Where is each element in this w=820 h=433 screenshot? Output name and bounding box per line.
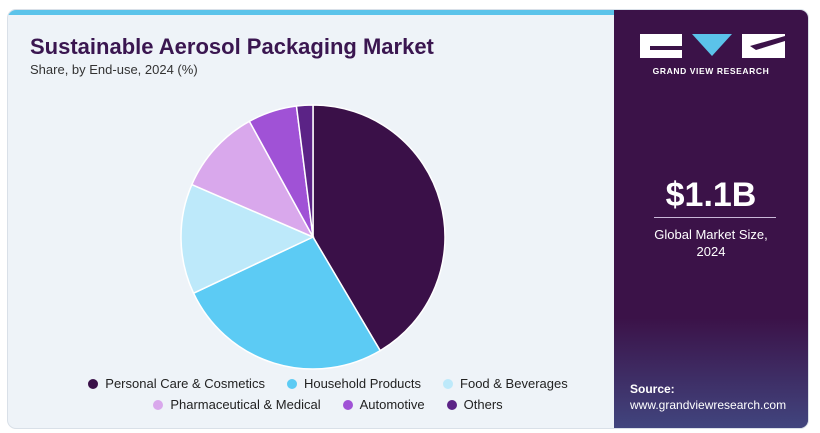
accent-bar: [8, 10, 614, 15]
pie-slice-personal-care-cosmetics: [312, 104, 446, 352]
sidebar-panel: GRAND VIEW RESEARCH $1.1B Global Market …: [614, 10, 808, 428]
legend-label: Automotive: [359, 397, 425, 412]
legend-label: Household Products: [303, 376, 422, 391]
source-label: Source:: [630, 382, 675, 396]
pie-slice-others: [295, 104, 314, 238]
legend-row-2: Pharmaceutical & Medical Automotive Othe…: [48, 397, 608, 412]
legend-label: Pharmaceutical & Medical: [170, 397, 321, 412]
legend-item-personal-care: Personal Care & Cosmetics: [88, 376, 265, 391]
market-size-value: $1.1B: [665, 176, 757, 214]
metric-divider: [654, 217, 776, 218]
brand-name: GRAND VIEW RESEARCH: [652, 66, 770, 76]
legend-item-others: Others: [446, 397, 503, 412]
market-size-label: Global Market Size, 2024: [614, 226, 808, 260]
legend-swatch: [443, 378, 454, 389]
legend-item-pharmaceutical: Pharmaceutical & Medical: [153, 397, 321, 412]
chart-card: Sustainable Aerosol Packaging Market Sha…: [8, 10, 808, 428]
legend-item-household: Household Products: [286, 376, 422, 391]
legend-label: Others: [463, 397, 503, 412]
pie-slice-food-beverages: [180, 183, 315, 295]
legend-label: Food & Beverages: [460, 376, 568, 391]
legend-label: Personal Care & Cosmetics: [105, 376, 265, 391]
source-link[interactable]: www.grandviewresearch.com: [630, 398, 787, 412]
chart-title: Sustainable Aerosol Packaging Market: [30, 34, 434, 59]
pie-slice-pharmaceutical-medical: [190, 120, 315, 239]
pie-chart: [180, 104, 446, 370]
legend-swatch: [153, 399, 164, 410]
sidebar-glow: [614, 318, 808, 428]
legend-row-1: Personal Care & Cosmetics Household Prod…: [48, 376, 608, 391]
legend-swatch: [446, 399, 457, 410]
legend-swatch: [342, 399, 353, 410]
legend-swatch: [88, 378, 99, 389]
market-size-label-line-1: Global Market Size,: [654, 227, 768, 242]
legend-swatch: [286, 378, 297, 389]
market-size-label-line-2: 2024: [696, 244, 726, 259]
legend-item-food: Food & Beverages: [443, 376, 568, 391]
pie-slice-household-products: [192, 236, 382, 370]
chart-subtitle: Share, by End-use, 2024 (%): [30, 62, 198, 77]
legend-item-automotive: Automotive: [342, 397, 425, 412]
grand-view-research-logo-icon: [640, 34, 785, 58]
